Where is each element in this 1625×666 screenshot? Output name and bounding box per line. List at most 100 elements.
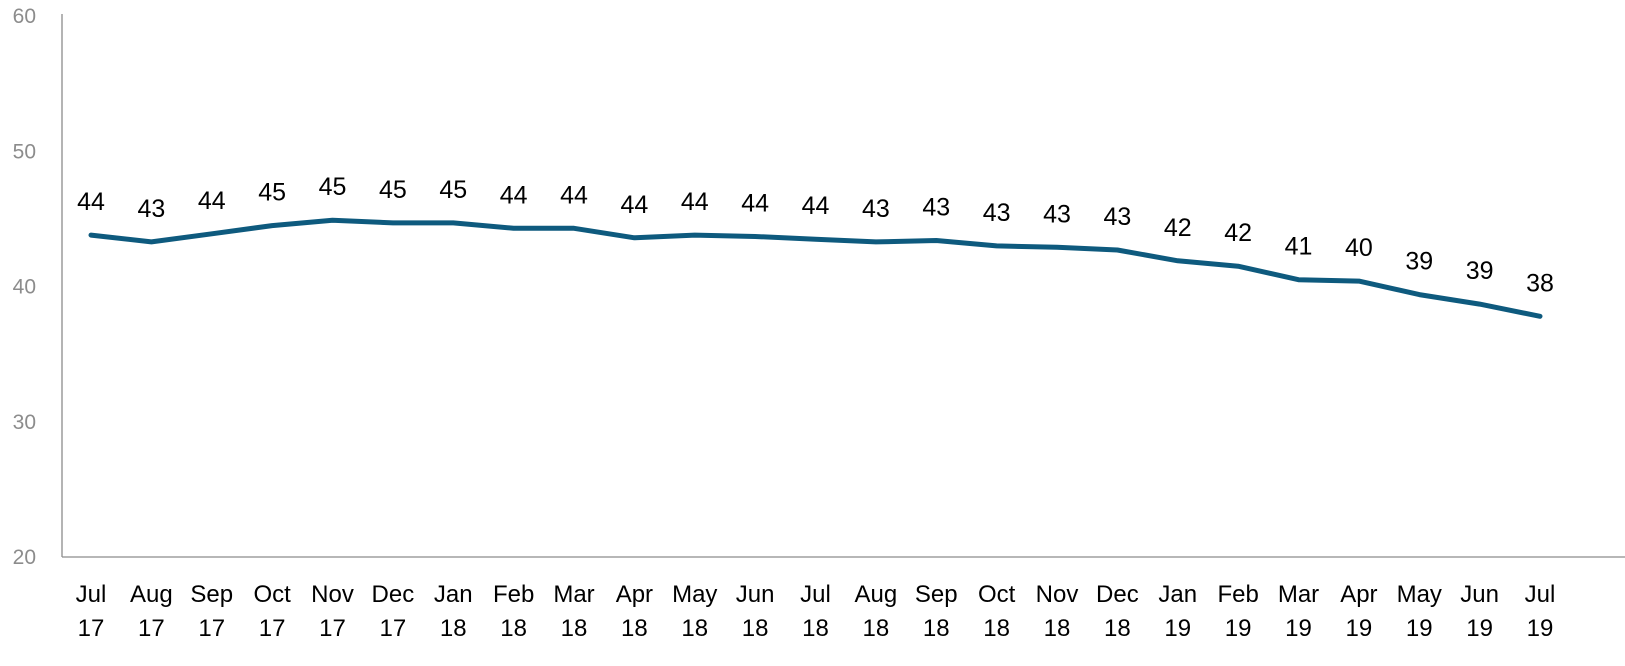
x-tick-month: Mar — [553, 581, 594, 608]
data-label: 42 — [1164, 214, 1192, 242]
x-tick-label: Apr 19 — [1340, 581, 1377, 642]
data-label: 43 — [983, 199, 1011, 227]
x-tick-month: Aug — [855, 581, 898, 608]
x-tick-label: Nov 18 — [1036, 581, 1079, 642]
x-tick-label: Oct 17 — [253, 581, 291, 642]
data-label: 44 — [620, 191, 648, 219]
x-tick-month: Aug — [130, 581, 173, 608]
x-tick-label: Feb 19 — [1217, 581, 1258, 642]
data-label: 44 — [741, 189, 769, 217]
x-tick-month: Jun — [736, 581, 775, 608]
x-tick-year: 19 — [1285, 615, 1312, 642]
x-tick-label: Apr 18 — [616, 581, 653, 642]
data-label: 44 — [500, 181, 528, 209]
data-label: 39 — [1466, 257, 1494, 285]
x-tick-label: Mar 18 — [553, 581, 594, 642]
data-label: 44 — [560, 181, 588, 209]
x-tick-year: 19 — [1527, 615, 1554, 642]
x-tick-year: 19 — [1466, 615, 1493, 642]
x-tick-year: 19 — [1225, 615, 1252, 642]
x-tick-month: Feb — [493, 581, 534, 608]
x-tick-month: Mar — [1278, 581, 1319, 608]
x-tick-year: 18 — [1044, 615, 1071, 642]
data-label: 43 — [922, 194, 950, 222]
data-label: 43 — [137, 195, 165, 223]
x-tick-label: Aug 17 — [130, 581, 173, 642]
data-label: 40 — [1345, 234, 1373, 262]
x-tick-label: Aug 18 — [855, 581, 898, 642]
x-tick-year: 17 — [138, 615, 165, 642]
x-tick-label: Oct 18 — [978, 581, 1016, 642]
x-tick-month: Apr — [616, 581, 653, 608]
y-tick-label: 30 — [13, 411, 36, 434]
x-tick-month: Oct — [978, 581, 1016, 608]
x-tick-year: 19 — [1346, 615, 1373, 642]
x-tick-year: 17 — [78, 615, 105, 642]
x-tick-year: 18 — [681, 615, 708, 642]
x-tick-year: 18 — [1104, 615, 1131, 642]
x-tick-year: 18 — [802, 615, 829, 642]
x-tick-label: Sep 17 — [190, 581, 233, 642]
x-tick-month: Jul — [800, 581, 831, 608]
x-tick-month: Nov — [1036, 581, 1079, 608]
data-label: 39 — [1405, 248, 1433, 276]
x-tick-label: Jan 19 — [1158, 581, 1197, 642]
x-tick-year: 17 — [380, 615, 407, 642]
data-labels: 44 43 44 45 45 45 45 44 44 44 44 44 44 43 43 43 43 43 42 42… — [77, 173, 1554, 297]
data-label: 43 — [1103, 203, 1131, 231]
x-tick-year: 18 — [923, 615, 950, 642]
x-tick-month: Feb — [1217, 581, 1258, 608]
x-tick-month: Oct — [253, 581, 291, 608]
y-tick-label: 20 — [13, 546, 36, 569]
x-tick-label: Jul 19 — [1525, 581, 1556, 642]
x-tick-year: 18 — [742, 615, 769, 642]
data-label: 38 — [1526, 269, 1554, 297]
x-tick-year: 18 — [561, 615, 588, 642]
x-tick-month: Nov — [311, 581, 354, 608]
x-tick-month: Sep — [915, 581, 958, 608]
data-label: 45 — [258, 179, 286, 207]
x-tick-label: Jun 19 — [1460, 581, 1499, 642]
x-tick-label: Feb 18 — [493, 581, 534, 642]
x-tick-year: 18 — [983, 615, 1010, 642]
data-label: 42 — [1224, 219, 1252, 247]
data-label: 41 — [1285, 233, 1313, 261]
data-label: 43 — [1043, 200, 1071, 228]
x-tick-month: Jan — [434, 581, 473, 608]
x-tick-label: Jun 18 — [736, 581, 775, 642]
x-tick-year: 18 — [621, 615, 648, 642]
data-label: 44 — [681, 188, 709, 216]
x-tick-label: Jan 18 — [434, 581, 473, 642]
x-tick-label: Jul 17 — [76, 581, 107, 642]
x-tick-label: Mar 19 — [1278, 581, 1319, 642]
x-tick-year: 18 — [863, 615, 890, 642]
x-tick-year: 17 — [259, 615, 286, 642]
x-tick-year: 18 — [500, 615, 527, 642]
data-label: 45 — [439, 176, 467, 204]
x-tick-month: Dec — [1096, 581, 1139, 608]
x-tick-month: Jul — [1525, 581, 1556, 608]
x-tick-label: Dec 17 — [372, 581, 415, 642]
data-label: 44 — [198, 187, 226, 215]
x-tick-label: Jul 18 — [800, 581, 831, 642]
x-tick-month: Jan — [1158, 581, 1197, 608]
x-tick-month: Sep — [190, 581, 233, 608]
x-tick-year: 19 — [1164, 615, 1191, 642]
x-tick-month: Jul — [76, 581, 107, 608]
y-tick-label: 40 — [13, 276, 36, 299]
y-tick-label: 50 — [13, 140, 36, 163]
x-tick-month: Apr — [1340, 581, 1377, 608]
x-tick-label: Nov 17 — [311, 581, 354, 642]
series-group — [88, 217, 1543, 319]
x-tick-label: May 18 — [672, 581, 717, 642]
y-tick-label: 60 — [13, 5, 36, 28]
x-tick-label: Dec 18 — [1096, 581, 1139, 642]
x-tick-label: Sep 18 — [915, 581, 958, 642]
x-tick-month: Jun — [1460, 581, 1499, 608]
x-tick-year: 18 — [440, 615, 467, 642]
data-label: 45 — [379, 176, 407, 204]
x-tick-year: 17 — [198, 615, 225, 642]
data-label: 44 — [77, 188, 105, 216]
x-tick-month: Dec — [372, 581, 415, 608]
